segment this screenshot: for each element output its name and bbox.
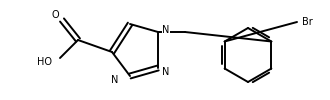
Text: Br: Br <box>302 17 313 27</box>
Text: HO: HO <box>37 57 52 67</box>
Text: N: N <box>162 67 169 77</box>
Text: O: O <box>51 10 59 20</box>
Text: N: N <box>162 25 169 35</box>
Text: N: N <box>111 75 118 85</box>
